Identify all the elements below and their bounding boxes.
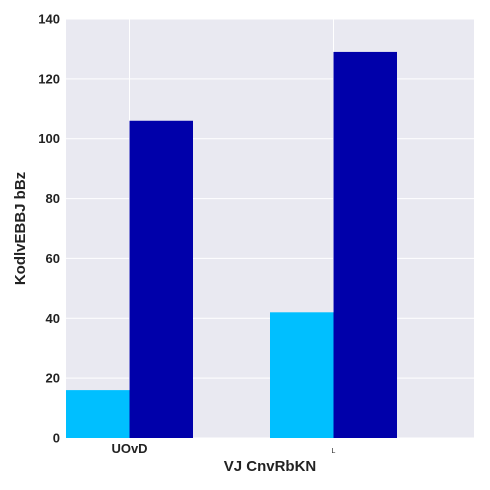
y-tick-label: 20 <box>46 371 60 386</box>
y-tick-label: 100 <box>38 131 60 146</box>
y-tick-label: 40 <box>46 311 60 326</box>
x-tick-label: L <box>332 448 336 455</box>
y-tick-label: 140 <box>38 12 60 27</box>
bar-series-2-UOvD <box>129 120 193 438</box>
y-tick-label: 60 <box>46 251 60 266</box>
y-axis-ticks: 0 20 40 60 80 100 120 140 <box>38 12 60 446</box>
x-axis-title: VJ CnvRbKN <box>224 458 317 475</box>
bar-series-1-UOvD <box>66 390 130 438</box>
x-axis-ticks: UOvD L <box>111 441 335 456</box>
y-tick-label: 0 <box>53 431 60 446</box>
y-tick-label: 80 <box>46 191 60 206</box>
bars <box>66 51 397 439</box>
y-axis-title: KodlvEBBJ bBz <box>12 172 29 285</box>
y-tick-label: 120 <box>38 71 60 86</box>
bar-series-2-L <box>333 51 397 439</box>
x-tick-label: UOvD <box>111 441 147 456</box>
bar-series-1-L <box>270 312 334 438</box>
